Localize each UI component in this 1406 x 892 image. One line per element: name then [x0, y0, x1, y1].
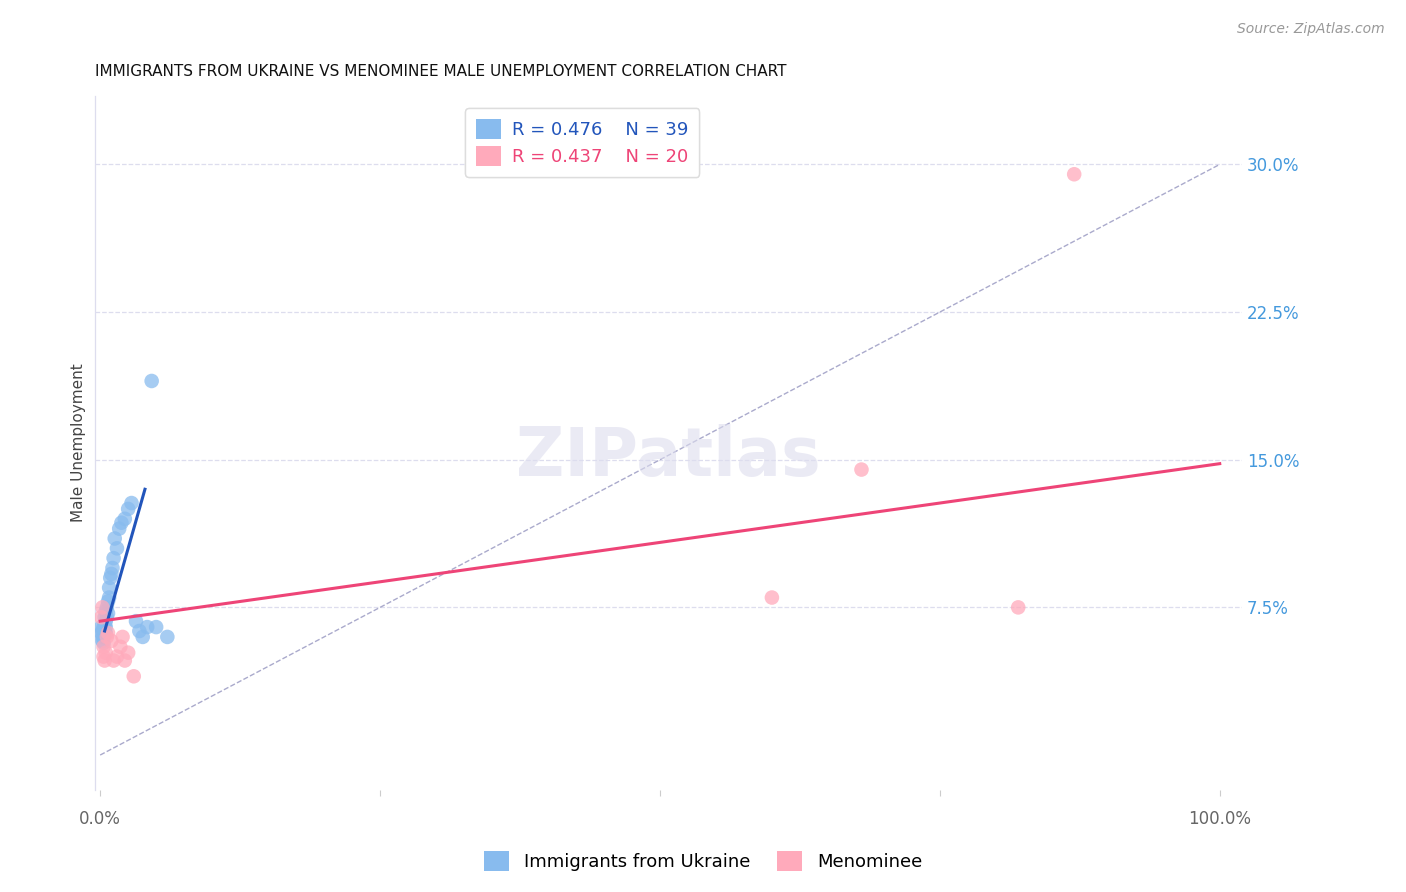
Point [110, 516, 132, 530]
Point [128, 624, 150, 638]
Point [100, 633, 122, 648]
Point [97, 626, 120, 640]
Point [117, 502, 139, 516]
Point [125, 614, 148, 628]
Point [156, 630, 179, 644]
Text: Source: ZipAtlas.com: Source: ZipAtlas.com [1237, 22, 1385, 37]
Point [94, 614, 117, 628]
Point [98, 581, 121, 595]
Point [91, 600, 114, 615]
Point [111, 630, 134, 644]
Point [100, 566, 122, 581]
Point [98, 591, 121, 605]
Point [90, 626, 112, 640]
Point [90, 610, 112, 624]
Point [110, 640, 132, 654]
Text: IMMIGRANTS FROM UKRAINE VS MENOMINEE MALE UNEMPLOYMENT CORRELATION CHART: IMMIGRANTS FROM UKRAINE VS MENOMINEE MAL… [94, 64, 786, 79]
Point [93, 618, 115, 632]
Point [141, 374, 163, 388]
Point [93, 624, 115, 638]
Point [103, 551, 125, 566]
Text: 0.0%: 0.0% [79, 810, 121, 828]
Point [93, 630, 115, 644]
Point [1007, 600, 1029, 615]
Point [90, 620, 112, 634]
Point [91, 630, 114, 644]
Point [136, 620, 159, 634]
Point [93, 640, 115, 654]
Legend: Immigrants from Ukraine, Menominee: Immigrants from Ukraine, Menominee [477, 844, 929, 879]
Point [145, 620, 167, 634]
Point [108, 522, 131, 536]
Text: 100.0%: 100.0% [1188, 810, 1251, 828]
Point [93, 654, 115, 668]
Point [93, 620, 115, 634]
Point [96, 630, 118, 644]
Point [93, 636, 115, 650]
Point [851, 462, 873, 476]
Point [94, 604, 117, 618]
Point [121, 496, 143, 510]
Point [114, 512, 136, 526]
Y-axis label: Male Unemployment: Male Unemployment [72, 364, 86, 523]
Point [94, 620, 117, 634]
Point [1063, 167, 1085, 181]
Point [94, 646, 117, 660]
Point [114, 654, 136, 668]
Point [94, 626, 117, 640]
Point [96, 600, 118, 615]
Point [122, 669, 145, 683]
Point [91, 624, 114, 638]
Point [91, 633, 114, 648]
Point [97, 594, 120, 608]
Point [93, 649, 115, 664]
Point [105, 541, 128, 556]
Point [98, 571, 121, 585]
Point [105, 649, 128, 664]
Legend: R = 0.476    N = 39, R = 0.437    N = 20: R = 0.476 N = 39, R = 0.437 N = 20 [465, 108, 699, 177]
Point [761, 591, 783, 605]
Point [132, 630, 155, 644]
Point [101, 561, 124, 575]
Point [97, 607, 120, 621]
Point [104, 532, 127, 546]
Point [96, 610, 118, 624]
Point [93, 610, 115, 624]
Point [117, 646, 139, 660]
Text: ZIPatlas: ZIPatlas [516, 424, 821, 490]
Point [103, 654, 125, 668]
